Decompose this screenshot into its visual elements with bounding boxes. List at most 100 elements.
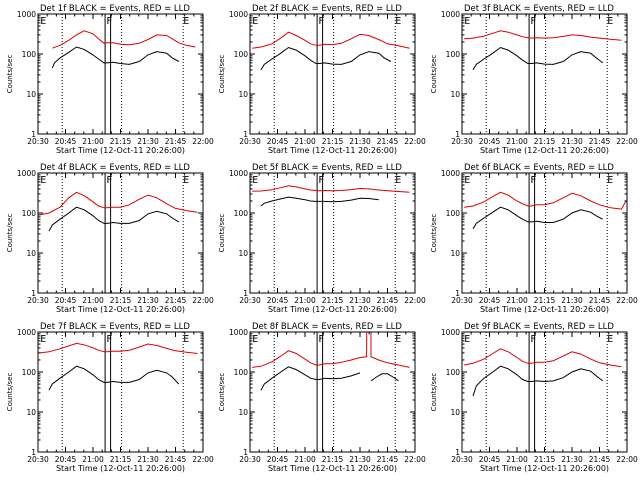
panel-det-9: Det 9f BLACK = Events, RED = LLD E F E 1 10 10… [430, 322, 638, 473]
x-axis-label: Start Time (12-Oct-11 20:26:00) [56, 464, 185, 473]
y-tick-label: 1000 [229, 328, 248, 337]
x-tick-label: 20:45 [267, 137, 289, 146]
x-tick-label: 20:45 [55, 455, 77, 464]
panel-title: Det 5f BLACK = Events, RED = LLD [252, 163, 402, 173]
x-tick-label: 20:30 [27, 296, 49, 305]
y-axis-label: Counts/sec [6, 214, 14, 253]
x-tick-label: 21:15 [534, 296, 556, 305]
y-axis-label: Counts/sec [6, 373, 14, 412]
y-tick-label: 1000 [441, 328, 460, 337]
x-tick-label: 20:30 [27, 137, 49, 146]
panel-det-4: Det 4f BLACK = Events, RED = LLD E F E 1 10 10… [6, 163, 214, 314]
marker-label: E [252, 334, 258, 345]
x-tick-label: 21:30 [561, 296, 583, 305]
plot-frame [461, 172, 628, 294]
series-line-events-2 [370, 373, 399, 382]
x-axis-label: Start Time (12-Oct-11 20:26:00) [56, 146, 185, 155]
marker-label: E [395, 175, 401, 186]
panel-title: Det 4f BLACK = Events, RED = LLD [40, 163, 190, 173]
marker-label: F [318, 16, 324, 27]
x-tick-label: 21:00 [294, 296, 316, 305]
x-tick-label: 21:15 [534, 455, 556, 464]
y-tick-label: 10 [26, 90, 36, 99]
x-tick-label: 21:15 [322, 296, 344, 305]
series-line-events [48, 206, 180, 232]
y-tick-label: 10 [238, 408, 248, 417]
marker-label: F [106, 334, 112, 345]
x-tick-label: 21:30 [561, 137, 583, 146]
marker-label: E [395, 334, 401, 345]
marker-label: E [464, 334, 470, 345]
y-tick-label: 100 [22, 50, 37, 59]
marker-label: E [40, 334, 46, 345]
series-line-lld [464, 191, 627, 210]
y-axis-label: Counts/sec [6, 55, 14, 94]
x-tick-label: 22:00 [404, 137, 426, 146]
marker-label: F [106, 175, 112, 186]
x-axis-label: Start Time (12-Oct-11 20:26:00) [268, 464, 397, 473]
y-axis-label: Counts/sec [218, 373, 226, 412]
x-tick-label: 21:45 [377, 296, 399, 305]
x-axis-label: Start Time (12-Oct-11 20:26:00) [480, 146, 609, 155]
y-tick-label: 100 [446, 50, 461, 59]
panel-det-3: Det 3f BLACK = Events, RED = LLD E F E 1 10 10… [430, 4, 638, 155]
x-tick-label: 21:15 [322, 455, 344, 464]
panel-title: Det 2f BLACK = Events, RED = LLD [252, 4, 402, 14]
y-tick-label: 10 [450, 408, 460, 417]
x-tick-label: 21:45 [377, 137, 399, 146]
y-axis-label: Counts/sec [430, 55, 438, 94]
y-tick-label: 1 [243, 130, 248, 139]
x-tick-label: 21:00 [294, 455, 316, 464]
y-tick-label: 1 [243, 448, 248, 457]
y-tick-label: 1 [243, 289, 248, 298]
y-tick-label: 10 [26, 408, 36, 417]
plot-frame [37, 331, 204, 453]
panel-title: Det 1f BLACK = Events, RED = LLD [40, 4, 190, 14]
y-tick-label: 1000 [229, 169, 248, 178]
series-line-events [260, 196, 379, 207]
plot-frame [461, 331, 628, 453]
x-tick-label: 22:00 [616, 137, 638, 146]
y-tick-label: 10 [450, 90, 460, 99]
x-tick-label: 21:15 [322, 137, 344, 146]
y-tick-label: 1000 [17, 169, 36, 178]
y-tick-label: 1 [31, 289, 36, 298]
x-tick-label: 21:30 [561, 455, 583, 464]
x-tick-label: 20:30 [239, 296, 261, 305]
x-tick-label: 21:45 [165, 296, 187, 305]
series-line-lld [252, 331, 410, 368]
y-tick-label: 1000 [229, 10, 248, 19]
y-tick-label: 100 [22, 209, 37, 218]
series-line-lld [252, 185, 410, 193]
x-tick-label: 21:00 [82, 296, 104, 305]
x-tick-label: 22:00 [404, 296, 426, 305]
x-tick-label: 22:00 [192, 296, 214, 305]
y-tick-label: 10 [450, 249, 460, 258]
y-tick-label: 100 [446, 368, 461, 377]
x-tick-label: 22:00 [616, 296, 638, 305]
x-tick-label: 22:00 [616, 455, 638, 464]
series-line-events [51, 46, 180, 69]
y-tick-label: 10 [238, 90, 248, 99]
x-tick-label: 20:45 [479, 296, 501, 305]
panel-det-8: Det 8f BLACK = Events, RED = LLD E F E 1 10 10… [218, 322, 426, 473]
marker-label: E [607, 334, 613, 345]
y-axis-label: Counts/sec [218, 214, 226, 253]
x-tick-label: 22:00 [192, 455, 214, 464]
marker-label: E [183, 334, 189, 345]
x-tick-label: 21:00 [82, 455, 104, 464]
x-tick-label: 21:30 [349, 455, 371, 464]
x-axis-label: Start Time (12-Oct-11 20:26:00) [268, 146, 397, 155]
panel-title: Det 6f BLACK = Events, RED = LLD [464, 163, 614, 173]
y-tick-label: 1 [31, 130, 36, 139]
series-line-lld [40, 342, 198, 354]
x-axis-label: Start Time (12-Oct-11 20:26:00) [480, 464, 609, 473]
x-tick-label: 21:15 [534, 137, 556, 146]
x-tick-label: 21:15 [110, 137, 132, 146]
series-line-lld [252, 31, 410, 49]
panel-det-2: Det 2f BLACK = Events, RED = LLD E F E 1 10 10… [218, 4, 426, 155]
y-tick-label: 1000 [17, 10, 36, 19]
series-line-events [260, 366, 361, 391]
x-tick-label: 21:00 [506, 137, 528, 146]
y-tick-label: 100 [446, 209, 461, 218]
